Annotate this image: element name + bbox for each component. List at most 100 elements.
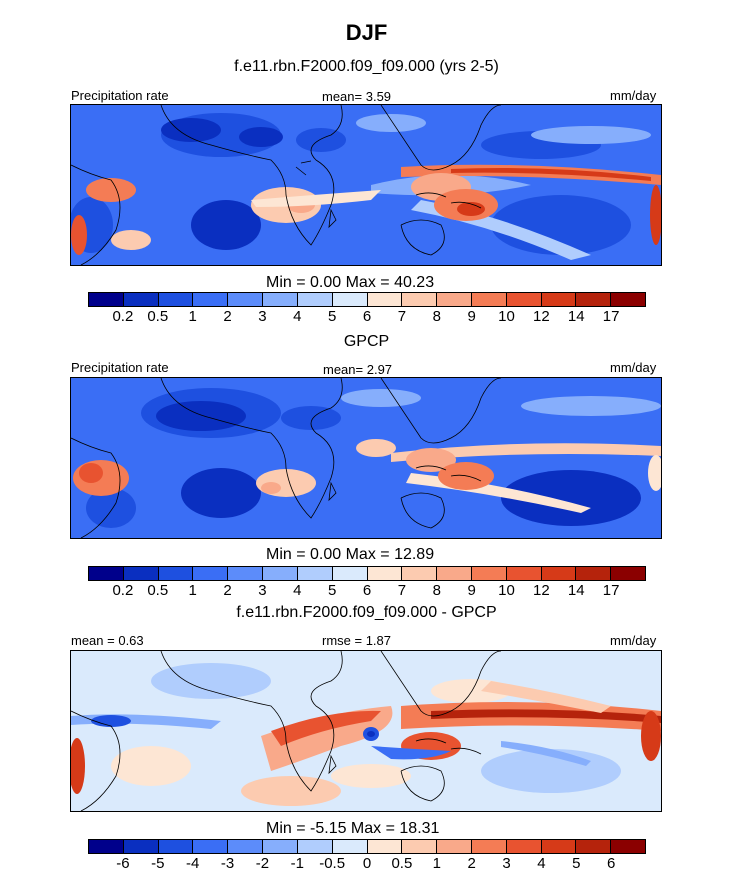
colorbar-swatch	[367, 840, 403, 853]
colorbar-tick-label: 0.2	[112, 582, 134, 599]
colorbar-swatch	[297, 293, 333, 306]
colorbar-swatch	[158, 567, 194, 580]
colorbar-tick-label: 0.2	[112, 308, 134, 325]
colorbar-swatch	[123, 567, 159, 580]
colorbar-tick-label: 1	[188, 308, 197, 325]
colorbar-swatch	[506, 567, 542, 580]
colorbar-tick-label: 2	[223, 582, 232, 599]
colorbar-swatch	[89, 293, 124, 306]
panel-1-colorbar-ticks: 0.2 0.5 1 2 3 4 5 6 7 8 9 10 12 14 17	[88, 308, 644, 326]
colorbar-tick-label: 17	[602, 582, 620, 599]
colorbar-tick-label: 0.5	[147, 582, 169, 599]
colorbar-tick-label: 3	[258, 582, 267, 599]
colorbar-swatch	[123, 840, 159, 853]
colorbar-swatch	[541, 567, 577, 580]
colorbar-tick-label: 0	[362, 855, 372, 872]
colorbar-tick-label: 6	[606, 855, 616, 872]
colorbar-swatch	[576, 840, 612, 853]
panel-1-colorbar	[88, 292, 646, 307]
colorbar-swatch	[367, 567, 403, 580]
colorbar-swatch	[541, 840, 577, 853]
panel-2-map-graphic	[71, 378, 661, 538]
colorbar-tick-label: 5	[572, 855, 581, 872]
colorbar-swatch	[297, 567, 333, 580]
colorbar-tick-label: 3	[502, 855, 511, 872]
panel-1-caption: GPCP	[343, 333, 390, 350]
panel-2-left-label: Precipitation rate	[71, 360, 169, 375]
colorbar-tick-label: 4	[537, 855, 546, 872]
colorbar-tick-label: 5	[327, 582, 337, 599]
colorbar-tick-label: 0.5	[391, 855, 413, 872]
colorbar-tick-label: 7	[397, 582, 407, 599]
colorbar-swatch	[332, 567, 368, 580]
colorbar-swatch	[576, 567, 612, 580]
panel-3-colorbar	[88, 839, 646, 854]
colorbar-swatch	[193, 293, 229, 306]
colorbar-swatch	[193, 567, 229, 580]
colorbar-swatch	[611, 567, 645, 580]
colorbar-tick-label: 9	[467, 582, 476, 599]
panel-3-colorbar-ticks: -6 -5 -4 -3 -2 -1 -0.5 0 0.5 1 2 3 4 5 6	[88, 855, 644, 873]
colorbar-tick-label: 12	[533, 582, 550, 599]
colorbar-tick-label: 5	[327, 308, 337, 325]
panel-1-mean-label: mean= 3.59	[322, 89, 392, 104]
colorbar-swatch	[263, 840, 298, 853]
figure-title: DJF	[345, 20, 388, 45]
colorbar-swatch	[471, 840, 507, 853]
colorbar-tick-label: -6	[116, 855, 130, 872]
panel-3-left-label: mean = 0.63	[71, 633, 144, 648]
colorbar-swatch	[541, 293, 577, 306]
colorbar-swatch	[437, 293, 472, 306]
colorbar-tick-label: 7	[397, 308, 407, 325]
colorbar-swatch	[263, 567, 298, 580]
colorbar-tick-label: -2	[255, 855, 270, 872]
colorbar-swatch	[228, 293, 264, 306]
colorbar-tick-label: -0.5	[319, 855, 346, 872]
colorbar-swatch	[402, 293, 438, 306]
colorbar-tick-label: 8	[432, 308, 441, 325]
colorbar-swatch	[89, 567, 124, 580]
colorbar-swatch	[471, 567, 507, 580]
colorbar-tick-label: 17	[602, 308, 620, 325]
panel-3-rmse-label: rmse = 1.87	[322, 633, 392, 648]
colorbar-swatch	[611, 293, 645, 306]
panel-1-left-label: Precipitation rate	[71, 88, 169, 103]
colorbar-swatch	[193, 840, 229, 853]
colorbar-tick-label: 0.5	[147, 308, 169, 325]
panel-3-units-label: mm/day	[610, 633, 657, 648]
colorbar-tick-label: 9	[467, 308, 476, 325]
colorbar-swatch	[506, 293, 542, 306]
panel-3-map	[70, 650, 662, 812]
colorbar-tick-label: 1	[188, 582, 197, 599]
colorbar-swatch	[332, 840, 368, 853]
panel-2-colorbar	[88, 566, 646, 581]
panel-2-map	[70, 377, 662, 539]
panel-1-min-max: Min = 0.00 Max = 40.23	[266, 274, 435, 291]
colorbar-swatch	[471, 293, 507, 306]
colorbar-swatch	[123, 293, 159, 306]
colorbar-tick-label: 14	[567, 582, 585, 599]
colorbar-swatch	[576, 293, 612, 306]
colorbar-swatch	[228, 567, 264, 580]
panel-2-mean-label: mean= 2.97	[323, 362, 393, 377]
panel-1-units-label: mm/day	[610, 88, 657, 103]
colorbar-tick-label: 6	[362, 308, 372, 325]
colorbar-tick-label: -1	[290, 855, 304, 872]
panel-2-units-label: mm/day	[610, 360, 657, 375]
panel-2-colorbar-ticks: 0.2 0.5 1 2 3 4 5 6 7 8 9 10 12 14 17	[88, 582, 644, 600]
colorbar-tick-label: 6	[362, 582, 372, 599]
colorbar-swatch	[611, 840, 645, 853]
colorbar-tick-label: 14	[567, 308, 585, 325]
colorbar-swatch	[506, 840, 542, 853]
colorbar-swatch	[297, 840, 333, 853]
panel-2-caption: f.e11.rbn.F2000.f09_f09.000 - GPCP	[236, 604, 497, 621]
colorbar-swatch	[228, 840, 264, 853]
colorbar-swatch	[367, 293, 403, 306]
colorbar-tick-label: 4	[293, 582, 302, 599]
colorbar-tick-label: 8	[432, 582, 441, 599]
colorbar-swatch	[89, 840, 124, 853]
colorbar-swatch	[158, 840, 194, 853]
colorbar-tick-label: 4	[293, 308, 302, 325]
colorbar-tick-label: 1	[432, 855, 441, 872]
panel-1-map-graphic	[71, 105, 661, 265]
